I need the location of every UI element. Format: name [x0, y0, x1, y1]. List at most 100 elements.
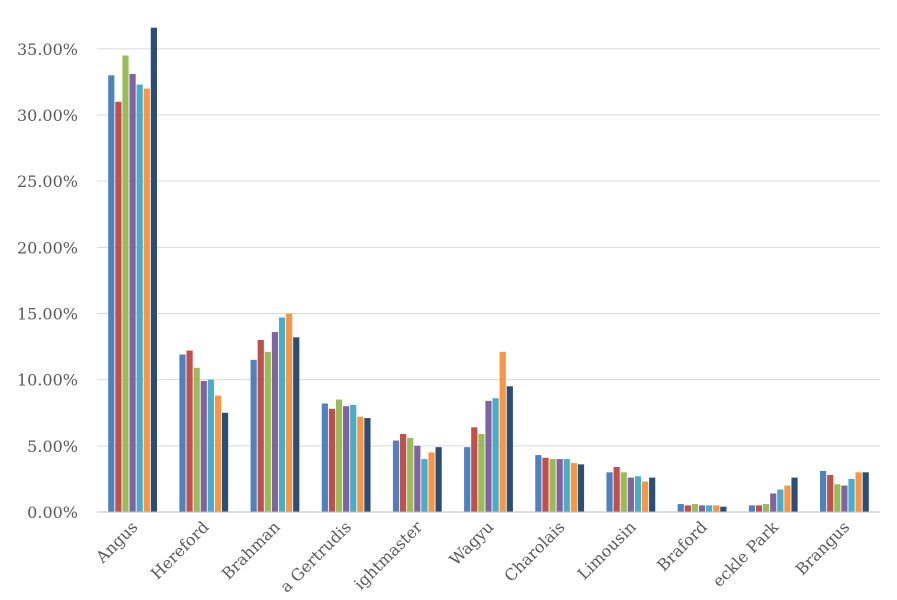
- bar: [713, 505, 720, 512]
- gridlines: [97, 48, 880, 447]
- bar: [748, 505, 756, 512]
- bar: [350, 404, 357, 512]
- x-tick-label: Wagyu: [446, 517, 498, 569]
- bar: [293, 337, 300, 512]
- x-tick-label: ightmaster: [350, 517, 426, 593]
- x-tick-label: Brahman: [218, 517, 284, 583]
- bar: [464, 447, 471, 512]
- x-tick-label: a Gertrudis: [276, 517, 355, 596]
- bar: [250, 359, 257, 512]
- x-tick-label: Angus: [91, 517, 141, 567]
- bar: [535, 455, 542, 512]
- y-tick-label: 15.00%: [17, 305, 78, 324]
- bar: [613, 467, 620, 512]
- bar: [278, 317, 286, 512]
- bar: [286, 313, 293, 512]
- bars: [108, 27, 869, 513]
- y-tick-label: 25.00%: [17, 172, 78, 191]
- bar: [570, 463, 577, 512]
- bar: [755, 505, 763, 512]
- bar: [827, 474, 834, 512]
- bar: [221, 412, 229, 512]
- bar: [649, 477, 656, 512]
- bar: [414, 445, 421, 512]
- bar: [791, 477, 798, 512]
- bar: [407, 437, 414, 512]
- bar: [122, 55, 129, 512]
- bar: [770, 493, 777, 512]
- bar: [499, 351, 506, 512]
- y-tick-label: 5.00%: [27, 437, 78, 456]
- bar: [855, 472, 862, 512]
- bar: [257, 339, 264, 512]
- bar: [108, 75, 115, 512]
- bar: [136, 84, 143, 512]
- bar: [428, 452, 435, 512]
- bar: [421, 459, 428, 512]
- y-tick-label: 10.00%: [17, 371, 78, 390]
- bar: [214, 395, 222, 512]
- x-tick-label: Brangus: [792, 517, 854, 579]
- y-axis-tick-labels: 0.00% 5.00% 10.00% 15.00% 20.00% 25.00% 30.00%…: [17, 40, 78, 522]
- bar: [620, 472, 627, 512]
- bar: [271, 332, 279, 512]
- bar: [606, 472, 613, 512]
- bar: [328, 408, 336, 512]
- bar: [193, 367, 200, 512]
- bar: [392, 440, 400, 512]
- bar: [150, 27, 157, 513]
- x-tick-label: Charolais: [500, 517, 568, 585]
- bar: [556, 459, 563, 512]
- y-tick-label: 30.00%: [17, 106, 78, 125]
- bar: [862, 472, 869, 512]
- bar: [641, 481, 649, 512]
- x-tick-label: Limousin: [574, 517, 640, 583]
- bar: [706, 505, 713, 512]
- bar: [720, 506, 727, 512]
- y-tick-label: 0.00%: [27, 503, 78, 522]
- bar: [400, 433, 407, 512]
- bar: [335, 399, 343, 512]
- x-tick-label: Braford: [653, 517, 711, 575]
- bar: [848, 478, 855, 512]
- bar: [435, 447, 442, 512]
- bar: [627, 477, 634, 512]
- bar: [264, 351, 271, 512]
- y-tick-label: 20.00%: [17, 238, 78, 257]
- bar: [200, 380, 207, 512]
- bar: [143, 88, 150, 513]
- bar: [563, 459, 570, 512]
- x-tick-label: eckle Park: [709, 517, 783, 591]
- bar: [357, 416, 364, 512]
- bar: [186, 350, 193, 512]
- bar: [364, 418, 371, 512]
- bar: [179, 354, 186, 512]
- bar: [677, 504, 684, 512]
- bar: [485, 400, 492, 512]
- bar: [577, 464, 585, 512]
- bar: [691, 504, 699, 512]
- bar: [777, 489, 784, 512]
- bar: [478, 433, 485, 512]
- bar: [129, 73, 136, 513]
- y-tick-label: 35.00%: [17, 40, 78, 59]
- bar: [492, 398, 499, 512]
- bar: [207, 379, 214, 512]
- bar: [321, 403, 328, 512]
- bar: [698, 505, 706, 512]
- bar: [841, 485, 848, 512]
- bar: [834, 484, 841, 512]
- bar: [684, 505, 691, 512]
- bar: [549, 459, 556, 512]
- bar: [784, 485, 791, 512]
- bar: [471, 427, 478, 512]
- bar: [115, 101, 122, 512]
- bar: [542, 457, 549, 512]
- x-tick-label: Hereford: [147, 517, 213, 583]
- bar: [820, 470, 827, 512]
- bar: [506, 386, 513, 512]
- bar: [343, 406, 350, 512]
- bar: [763, 504, 770, 512]
